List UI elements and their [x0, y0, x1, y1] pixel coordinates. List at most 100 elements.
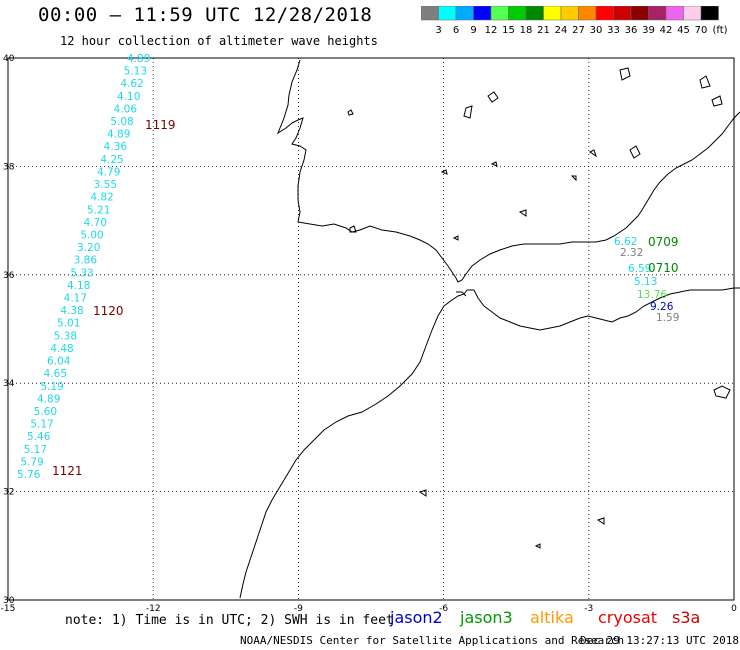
altimeter-track-west: 4.895.134.624.104.065.084.894.364.254.79…	[17, 53, 176, 481]
island-18	[349, 225, 357, 233]
swh-value: 5.13	[124, 66, 147, 78]
x-tick-label: -12	[146, 604, 161, 614]
swh-value: 4.89	[107, 129, 130, 141]
swh-value: 5.33	[70, 267, 93, 279]
swh-value: 5.00	[80, 229, 103, 241]
colorbar-label: 27	[572, 25, 585, 36]
island-10	[629, 145, 641, 159]
time-label: 0710	[648, 261, 679, 275]
y-tick-label: 34	[3, 379, 15, 389]
x-tick-label: -3	[584, 604, 593, 614]
y-tick-label: 38	[3, 162, 15, 172]
swh-value: 3.55	[94, 179, 117, 191]
swh-value: 4.89	[37, 393, 60, 405]
colorbar-label: 36	[625, 25, 638, 36]
satellite-s3a: s3a	[672, 608, 701, 627]
swh-value: 1.59	[656, 312, 679, 324]
swh-value: 4.36	[104, 141, 128, 153]
island-3	[463, 105, 473, 119]
gibraltar-strait	[456, 291, 467, 297]
island-7	[570, 175, 577, 182]
credit-line: NOAA/NESDIS Center for Satellite Applica…	[240, 634, 625, 647]
satellite-cryosat: cryosat	[598, 608, 658, 627]
island-5	[490, 161, 498, 167]
swh-value: 4.82	[90, 192, 113, 204]
time-label: 1120	[93, 304, 124, 318]
satellite-jason3: jason3	[460, 608, 513, 627]
satellite-altika: altika	[530, 608, 574, 627]
colorbar-label: 18	[520, 25, 533, 36]
island-12	[711, 95, 723, 107]
time-label: 1121	[52, 464, 83, 478]
colorbar-label: 21	[537, 25, 550, 36]
time-label: 0709	[648, 235, 679, 249]
island-11	[699, 75, 711, 89]
color-legend: 3 6 9 12 15 18 21 24 27 30 33 36 39 42 45 70 (ft)	[421, 6, 728, 36]
swh-value: 4.38	[60, 305, 83, 317]
y-tick-label: 40	[3, 54, 15, 64]
time-label: 1119	[145, 118, 176, 132]
colorbar-label: 39	[642, 25, 655, 36]
coastline-africa	[239, 289, 468, 599]
island-14	[418, 489, 427, 497]
colorbar-label: 15	[502, 25, 515, 36]
swh-value: 5.17	[30, 419, 53, 431]
island-6	[518, 209, 527, 217]
island-15	[596, 517, 605, 525]
generated-timestamp: Dec 29 13:27:13 UTC 2018	[580, 634, 739, 647]
island-4	[440, 169, 448, 175]
island-16	[534, 543, 541, 549]
swh-value: 5.79	[20, 456, 43, 468]
island-13	[713, 385, 731, 399]
colorbar-label: 70	[695, 25, 708, 36]
swh-value: 5.76	[17, 469, 41, 481]
colorbar-unit: (ft)	[713, 25, 728, 36]
x-tick-label: -6	[439, 604, 448, 614]
colorbar-label: 33	[607, 25, 620, 36]
axis-labels: -15 -12 -9 -6 -3 0 40 38 36 34 32 30	[1, 54, 737, 614]
lat-lon-grid	[7, 57, 735, 601]
swh-value: 5.21	[87, 204, 110, 216]
coastline-iberia-west	[276, 59, 307, 223]
x-tick-label: -9	[294, 604, 303, 614]
y-tick-label: 36	[3, 271, 15, 281]
island-2	[487, 91, 499, 103]
y-tick-label: 30	[3, 596, 15, 606]
island-17	[452, 235, 459, 241]
island-8	[589, 149, 597, 158]
swh-value: 5.60	[34, 406, 57, 418]
coastline	[239, 59, 740, 599]
swh-value: 5.01	[57, 318, 80, 330]
footer-note: note: 1) Time is in UTC; 2) SWH is in fe…	[65, 613, 394, 628]
swh-value: 2.32	[620, 247, 643, 259]
map-frame	[7, 57, 735, 601]
coastline-africa-north	[467, 287, 740, 331]
colorbar-label: 30	[590, 25, 603, 36]
swh-value: 4.62	[120, 78, 143, 90]
swh-value: 5.08	[110, 116, 133, 128]
swh-value: 5.13	[634, 276, 657, 288]
swh-value: 4.10	[117, 91, 140, 103]
colorbar-label: 42	[660, 25, 673, 36]
swh-value: 4.79	[97, 166, 120, 178]
coastline-iberia-south	[297, 111, 740, 283]
y-tick-label: 32	[3, 488, 14, 498]
swh-value: 13.76	[637, 289, 667, 301]
colorbar-label: 12	[485, 25, 498, 36]
colorbar-label: 9	[470, 25, 476, 36]
colorbar-label: 3	[435, 25, 441, 36]
swh-value: 4.70	[84, 217, 107, 229]
swh-value: 4.18	[67, 280, 90, 292]
swh-value: 6.59	[628, 263, 651, 275]
map-subtitle: 12 hour collection of altimeter wave hei…	[60, 34, 378, 48]
swh-value: 4.65	[44, 368, 67, 380]
swh-value: 5.19	[40, 381, 63, 393]
island-9	[619, 67, 631, 81]
swh-value: 4.48	[50, 343, 73, 355]
swh-value: 9.26	[650, 301, 674, 313]
swh-value: 5.46	[27, 431, 51, 443]
colorbar-swatch	[700, 6, 719, 21]
x-tick-label: -15	[1, 604, 16, 614]
